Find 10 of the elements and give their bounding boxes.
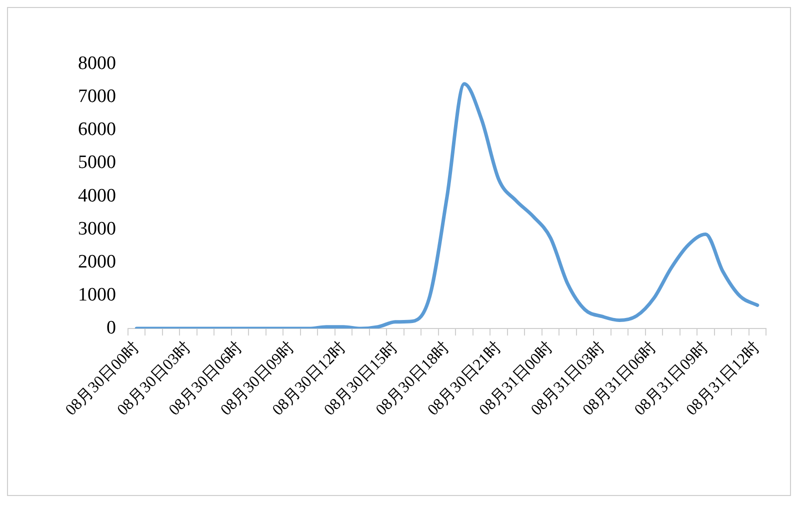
y-tick-label: 2000	[78, 251, 116, 272]
line-series	[134, 82, 760, 329]
y-tick-label: 7000	[78, 86, 116, 108]
y-tick-label: 6000	[78, 119, 116, 140]
y-tick-label: 8000	[78, 52, 116, 74]
y-tick-label: 1000	[78, 284, 116, 306]
y-tick-label: 3000	[78, 218, 116, 240]
y-tick-label: 0	[106, 318, 116, 339]
y-tick-label: 5000	[78, 152, 116, 174]
y-tick-label: 4000	[78, 185, 116, 206]
